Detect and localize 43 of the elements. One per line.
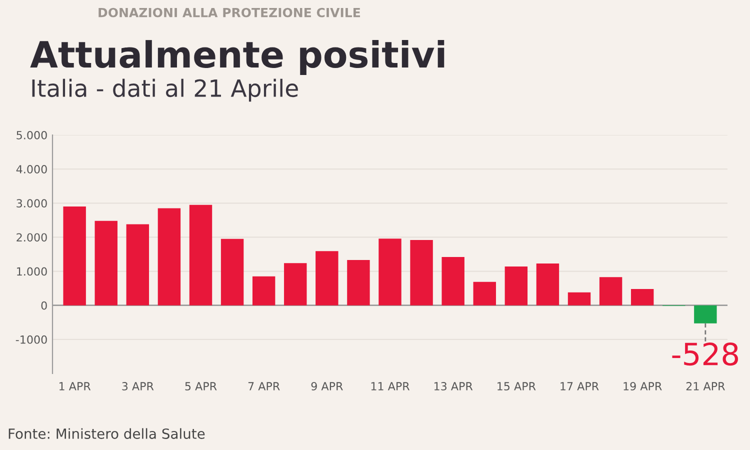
y-tick-label: 3.000 bbox=[16, 199, 47, 208]
bar bbox=[252, 276, 276, 306]
bar bbox=[284, 263, 307, 306]
y-tick-label: 2.000 bbox=[16, 233, 47, 242]
x-tick-label: 17 APR bbox=[560, 382, 599, 390]
x-tick-label: 9 APR bbox=[311, 382, 343, 390]
bar bbox=[568, 292, 591, 306]
x-tick-label: 1 APR bbox=[59, 382, 91, 390]
x-tick-label: 15 APR bbox=[498, 382, 536, 390]
x-tick-label: 21 APR bbox=[686, 382, 725, 390]
bar bbox=[316, 251, 338, 306]
bar bbox=[694, 305, 717, 324]
bar bbox=[473, 282, 496, 306]
y-tick-label: -1000 bbox=[16, 335, 47, 344]
bar bbox=[378, 238, 402, 306]
chart-subtitle: Italia - dati al 21 Aprile bbox=[32, 78, 298, 102]
y-tick-label: 4.000 bbox=[16, 165, 47, 174]
x-tick-label: 5 APR bbox=[185, 382, 217, 390]
bar bbox=[504, 266, 528, 306]
bar bbox=[410, 240, 433, 306]
data-label: -528 bbox=[672, 342, 738, 366]
bar bbox=[630, 289, 654, 306]
bar bbox=[347, 260, 370, 306]
text: DONAZIONI ALLA PROTEZIONE CIVILE bbox=[98, 8, 360, 18]
x-tick-label: 11 APR bbox=[371, 382, 410, 390]
x-tick-label: 13 APR bbox=[434, 382, 473, 390]
source-note: Fonte: Ministero della Salute bbox=[8, 428, 205, 439]
bar bbox=[63, 206, 86, 306]
x-tick-label: 19 APR bbox=[624, 382, 662, 390]
bar bbox=[599, 277, 622, 306]
bar bbox=[220, 238, 244, 306]
y-tick-label: 0 bbox=[41, 301, 47, 310]
bar bbox=[126, 224, 150, 306]
bar bbox=[158, 208, 181, 306]
y-tick-label: 5.000 bbox=[16, 130, 47, 140]
x-tick-label: 7 APR bbox=[248, 382, 280, 390]
bar bbox=[442, 256, 464, 306]
bar bbox=[536, 263, 560, 306]
chart-title: Attualmente positivi bbox=[30, 40, 444, 76]
bar bbox=[189, 204, 212, 306]
x-tick-label: 3 APR bbox=[122, 382, 154, 390]
bar bbox=[94, 220, 118, 306]
y-tick-label: 1.000 bbox=[17, 267, 47, 276]
